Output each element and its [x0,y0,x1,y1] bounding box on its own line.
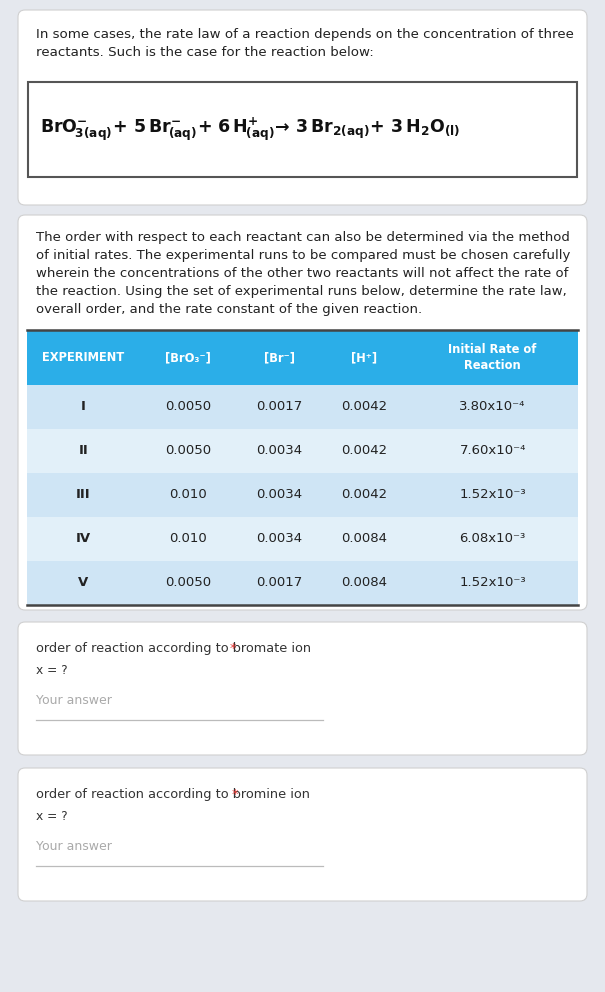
Text: 0.0050: 0.0050 [165,576,211,589]
FancyBboxPatch shape [18,622,587,755]
Text: I: I [81,401,86,414]
Text: 0.0017: 0.0017 [256,576,302,589]
Text: [Br⁻]: [Br⁻] [264,351,295,364]
Bar [27,517,578,561]
Text: II: II [79,444,88,457]
Text: 0.0084: 0.0084 [341,533,387,546]
Bar [27,473,578,517]
Bar [27,385,578,429]
Text: 7.60x10⁻⁴: 7.60x10⁻⁴ [459,444,526,457]
Text: 6.08x10⁻³: 6.08x10⁻³ [459,533,526,546]
Text: V: V [79,576,88,589]
Text: Initial Rate of
Reaction: Initial Rate of Reaction [448,343,537,372]
Text: 0.0050: 0.0050 [165,401,211,414]
Text: 0.0034: 0.0034 [256,488,302,502]
Text: *: * [232,788,238,801]
Text: In some cases, the rate law of a reaction depends on the concentration of three
: In some cases, the rate law of a reactio… [36,28,574,59]
Text: The order with respect to each reactant can also be determined via the method
of: The order with respect to each reactant … [36,231,571,316]
Text: 0.0034: 0.0034 [256,444,302,457]
Text: [H⁺]: [H⁺] [352,351,378,364]
FancyBboxPatch shape [18,215,587,610]
Text: 0.0034: 0.0034 [256,533,302,546]
Text: 0.010: 0.010 [169,533,207,546]
Bar [27,561,578,605]
Text: 0.0084: 0.0084 [341,576,387,589]
Text: 0.0042: 0.0042 [341,401,388,414]
Text: 1.52x10⁻³: 1.52x10⁻³ [459,576,526,589]
Text: 0.0017: 0.0017 [256,401,302,414]
Text: IV: IV [76,533,91,546]
Text: 3.80x10⁻⁴: 3.80x10⁻⁴ [459,401,526,414]
Text: Your answer: Your answer [36,840,112,853]
Text: [BrO₃⁻]: [BrO₃⁻] [165,351,211,364]
Bar [27,429,578,473]
Text: *: * [230,642,237,655]
Text: x = ?: x = ? [36,810,68,823]
Text: x = ?: x = ? [36,664,68,677]
Text: 0.010: 0.010 [169,488,207,502]
Text: order of reaction according to bromine ion: order of reaction according to bromine i… [36,788,310,801]
Text: 0.0050: 0.0050 [165,444,211,457]
Text: Your answer: Your answer [36,694,112,707]
Text: $\mathbf{BrO_{\!\mathbf{3}(aq)}^{-}\!+\,5\,Br_{\!(aq)}^{-}\!+\,6\,H_{\!(aq)}^{+}: $\mathbf{BrO_{\!\mathbf{3}(aq)}^{-}\!+\,… [40,116,460,143]
Text: III: III [76,488,91,502]
Bar [28,82,577,177]
Bar [27,330,578,385]
Text: 0.0042: 0.0042 [341,444,388,457]
FancyBboxPatch shape [18,768,587,901]
Text: order of reaction according to bromate ion: order of reaction according to bromate i… [36,642,311,655]
Text: 0.0042: 0.0042 [341,488,388,502]
Text: 1.52x10⁻³: 1.52x10⁻³ [459,488,526,502]
Text: EXPERIMENT: EXPERIMENT [42,351,125,364]
FancyBboxPatch shape [18,10,587,205]
